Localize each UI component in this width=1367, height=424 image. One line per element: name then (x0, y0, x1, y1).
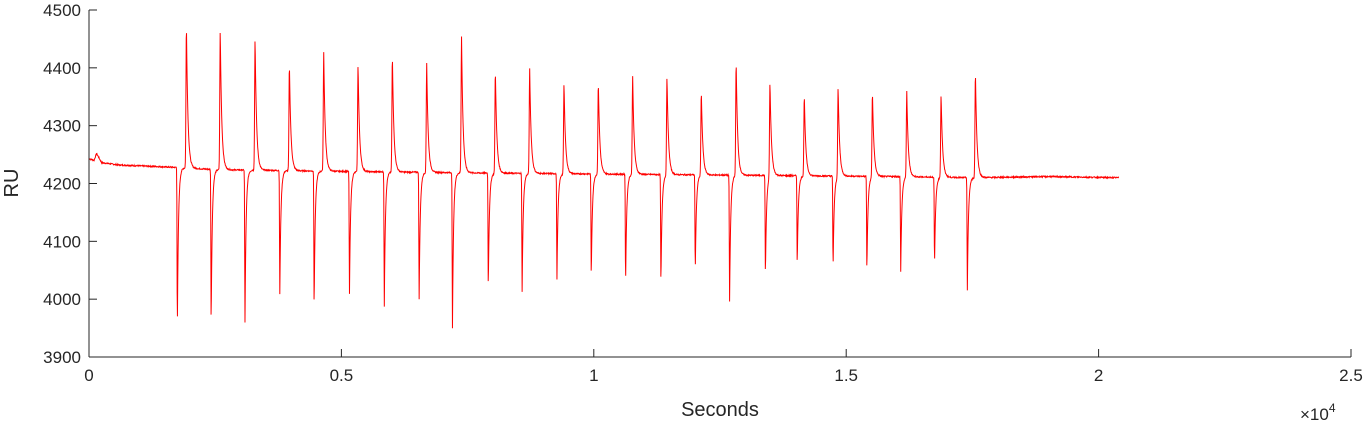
y-tick-label: 4200 (43, 175, 81, 194)
x-exponent-times: ×10 (1300, 405, 1329, 424)
y-tick-label: 3900 (43, 348, 81, 367)
x-tick-label: 0 (84, 366, 93, 385)
y-tick-label: 4500 (43, 1, 81, 20)
x-axis-exponent-label: ×104 (1300, 401, 1336, 424)
y-tick-label: 4400 (43, 59, 81, 78)
plot-area: 0 0.5 1 1.5 2 2.5 3900 4000 4100 4200 4300 4400 4500 (43, 1, 1363, 385)
series-layer (88, 32, 1120, 329)
y-tick-label: 4300 (43, 117, 81, 136)
x-exponent-power: 4 (1329, 401, 1336, 415)
y-axis-title: RU (1, 169, 23, 198)
x-tick-label: 0.5 (330, 366, 354, 385)
y-tick-label: 4000 (43, 290, 81, 309)
x-tick-label: 2.5 (1339, 366, 1363, 385)
series-line (88, 32, 1120, 329)
x-axis-title: Seconds (681, 399, 759, 421)
x-tick-label: 1.5 (834, 366, 858, 385)
x-tick-label: 1 (589, 366, 598, 385)
axes (88, 10, 1351, 358)
ticks: 0 0.5 1 1.5 2 2.5 3900 4000 4100 4200 4300 4400 4500 (43, 1, 1363, 385)
y-tick-label: 4100 (43, 232, 81, 251)
x-tick-label: 2 (1094, 366, 1103, 385)
